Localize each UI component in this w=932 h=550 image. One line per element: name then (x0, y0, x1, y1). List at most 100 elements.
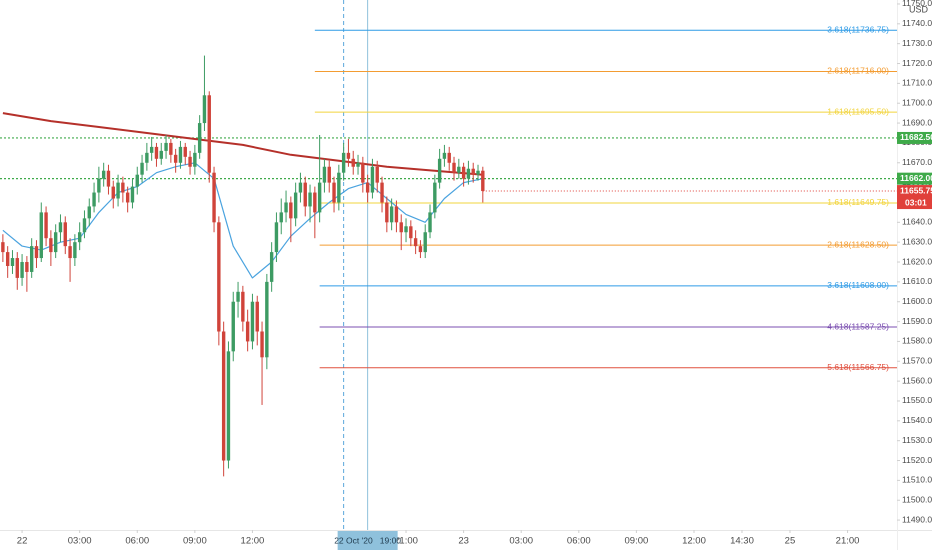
candle-body (77, 232, 82, 243)
candle-body (236, 291, 240, 302)
fib-label: 4.618(11587.25) (827, 321, 889, 331)
y-tick-label: 11540.00 (902, 415, 932, 425)
candle-body (178, 146, 183, 163)
countdown-label: 03:01 (905, 197, 927, 207)
y-tick-label: 11720.00 (902, 58, 932, 68)
candle-body (437, 158, 442, 183)
x-tick-label: 22 (17, 536, 28, 547)
candle-body (476, 170, 480, 175)
candle-body (87, 206, 91, 219)
candle-body (279, 212, 283, 223)
candle-body (20, 262, 24, 278)
candle-body (149, 146, 154, 153)
indicator-line (2, 112, 483, 176)
candle-body (269, 252, 274, 282)
candle-body (346, 152, 351, 159)
x-tick-label: 09:00 (183, 536, 207, 547)
candle-body (389, 206, 394, 223)
candle-body (327, 166, 331, 183)
y-tick-label: 11530.00 (902, 435, 932, 445)
fib-label: 3.618(11736.75) (827, 25, 889, 35)
y-tick-label: 11620.00 (902, 256, 932, 266)
candle-body (457, 166, 461, 173)
candle-body (111, 186, 115, 199)
y-tick-label: 11580.00 (902, 336, 932, 346)
x-tick-label: 06:00 (567, 536, 591, 547)
y-tick-label: 11600.00 (902, 296, 932, 306)
candle-body (394, 206, 399, 223)
candle-body (466, 168, 471, 179)
candle-body (274, 222, 279, 253)
x-tick-label: 25 (785, 536, 796, 547)
candle-body (317, 182, 322, 213)
candle-body (173, 154, 178, 163)
candle-body (428, 212, 432, 233)
candle-body (289, 202, 293, 219)
candle-body (5, 252, 10, 266)
y-tick-label: 11640.00 (902, 217, 932, 227)
crosshair-label: 22 Oct '20 19:00 (334, 535, 401, 545)
candle-body (308, 192, 312, 207)
candle-body (375, 166, 379, 183)
x-tick-label: 21:00 (836, 536, 860, 547)
candle-body (303, 182, 307, 207)
fib-label: 3.618(11608.00) (827, 280, 889, 290)
fib-label: 1.618(11649.75) (827, 197, 889, 207)
candle-body (265, 281, 269, 358)
candle-body (217, 222, 221, 332)
candle-body (121, 182, 125, 193)
candle-body (341, 152, 346, 173)
y-tick-label: 11520.00 (902, 455, 932, 465)
price-line-label: 11682.50 (900, 132, 932, 142)
candle-body (145, 152, 149, 163)
candle-body (385, 202, 389, 223)
candle-body (106, 170, 111, 187)
x-tick-label: 14:30 (730, 536, 754, 547)
candle-body (365, 182, 370, 193)
candle-body (1, 242, 5, 253)
candle-body (53, 232, 58, 253)
y-tick-label: 11670.00 (902, 157, 932, 167)
candle-body (413, 238, 418, 247)
x-tick-label: 23 (458, 536, 469, 547)
y-tick-label: 11710.00 (902, 78, 932, 88)
y-tick-label: 11550.00 (902, 395, 932, 405)
crosshair-label-box (337, 531, 398, 550)
x-tick-label: 21:00 (394, 536, 418, 547)
x-tick-label: 06:00 (125, 536, 149, 547)
candle-body (116, 182, 120, 199)
candle-body (298, 182, 303, 193)
y-tick-label: 11500.00 (902, 494, 932, 504)
candle-body (433, 182, 437, 213)
candle-body (313, 192, 317, 213)
x-tick-label: 03:00 (68, 536, 92, 547)
candle-body (231, 301, 235, 352)
y-tick-label: 11490.00 (902, 514, 932, 524)
candle-body (399, 222, 403, 233)
candle-body (197, 123, 202, 153)
indicator-line (2, 162, 483, 279)
candle-body (169, 142, 173, 155)
candle-body (10, 258, 15, 266)
y-tick-label: 11610.00 (902, 276, 932, 286)
candle-body (63, 222, 67, 247)
y-tick-label: 11590.00 (902, 316, 932, 326)
candle-body (49, 238, 53, 253)
candle-body (337, 172, 341, 203)
fib-label: 5.618(11566.75) (827, 362, 889, 372)
candle-body (97, 178, 101, 193)
y-tick-label: 11700.00 (902, 97, 932, 107)
y-tick-label: 11740.00 (902, 18, 932, 28)
candle-body (356, 162, 360, 167)
candle-body (284, 202, 288, 213)
candle-body (255, 301, 259, 332)
candle-body (130, 186, 135, 203)
candle-body (58, 222, 63, 233)
candle-body (82, 218, 87, 233)
x-tick-label: 12:00 (241, 536, 265, 547)
candle-body (154, 146, 159, 159)
candle-body (44, 212, 48, 239)
